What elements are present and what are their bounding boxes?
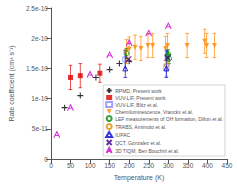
svg-text:IUPAC: IUPAC — [115, 132, 130, 138]
svg-text:150: 150 — [104, 162, 115, 169]
svg-text:2e-10: 2e-10 — [31, 35, 48, 42]
svg-text:0: 0 — [44, 156, 48, 163]
svg-text:TRABS, Amimoto et al.: TRABS, Amimoto et al. — [115, 124, 166, 130]
svg-text:100: 100 — [85, 162, 96, 169]
svg-text:5e-11: 5e-11 — [32, 125, 49, 132]
svg-text:Rate coefficient (cm³ s⁻¹): Rate coefficient (cm³ s⁻¹) — [8, 45, 16, 121]
svg-text:3D TIQM, Ben Bouchrit et al.: 3D TIQM, Ben Bouchrit et al. — [115, 148, 179, 154]
svg-text:2.5e-10: 2.5e-10 — [26, 5, 48, 12]
svg-text:RPMD, Present work: RPMD, Present work — [115, 88, 162, 94]
svg-text:Chemiluminescence, Vranckx et: Chemiluminescence, Vranckx et al. — [115, 109, 193, 115]
svg-text:0: 0 — [49, 162, 53, 169]
svg-text:50: 50 — [67, 162, 75, 169]
svg-text:LEF measurements of OH formati: LEF measurements of OH formation, Dillon… — [115, 116, 223, 122]
svg-text:350: 350 — [182, 162, 193, 169]
svg-text:300: 300 — [163, 162, 174, 169]
svg-text:QCT, Gonzalez et al.: QCT, Gonzalez et al. — [115, 140, 161, 146]
svg-text:250: 250 — [143, 162, 154, 169]
svg-text:1e-10: 1e-10 — [31, 95, 48, 102]
svg-text:400: 400 — [202, 162, 213, 169]
svg-text:Temperature (K): Temperature (K) — [114, 174, 165, 182]
svg-text:200: 200 — [124, 162, 135, 169]
svg-text:1.5e-10: 1.5e-10 — [26, 65, 48, 72]
svg-text:VUV-LIF, Present work: VUV-LIF, Present work — [115, 95, 166, 101]
svg-text:VUV-LIF, Blitz et al.: VUV-LIF, Blitz et al. — [115, 102, 158, 108]
svg-text:450: 450 — [222, 162, 233, 169]
